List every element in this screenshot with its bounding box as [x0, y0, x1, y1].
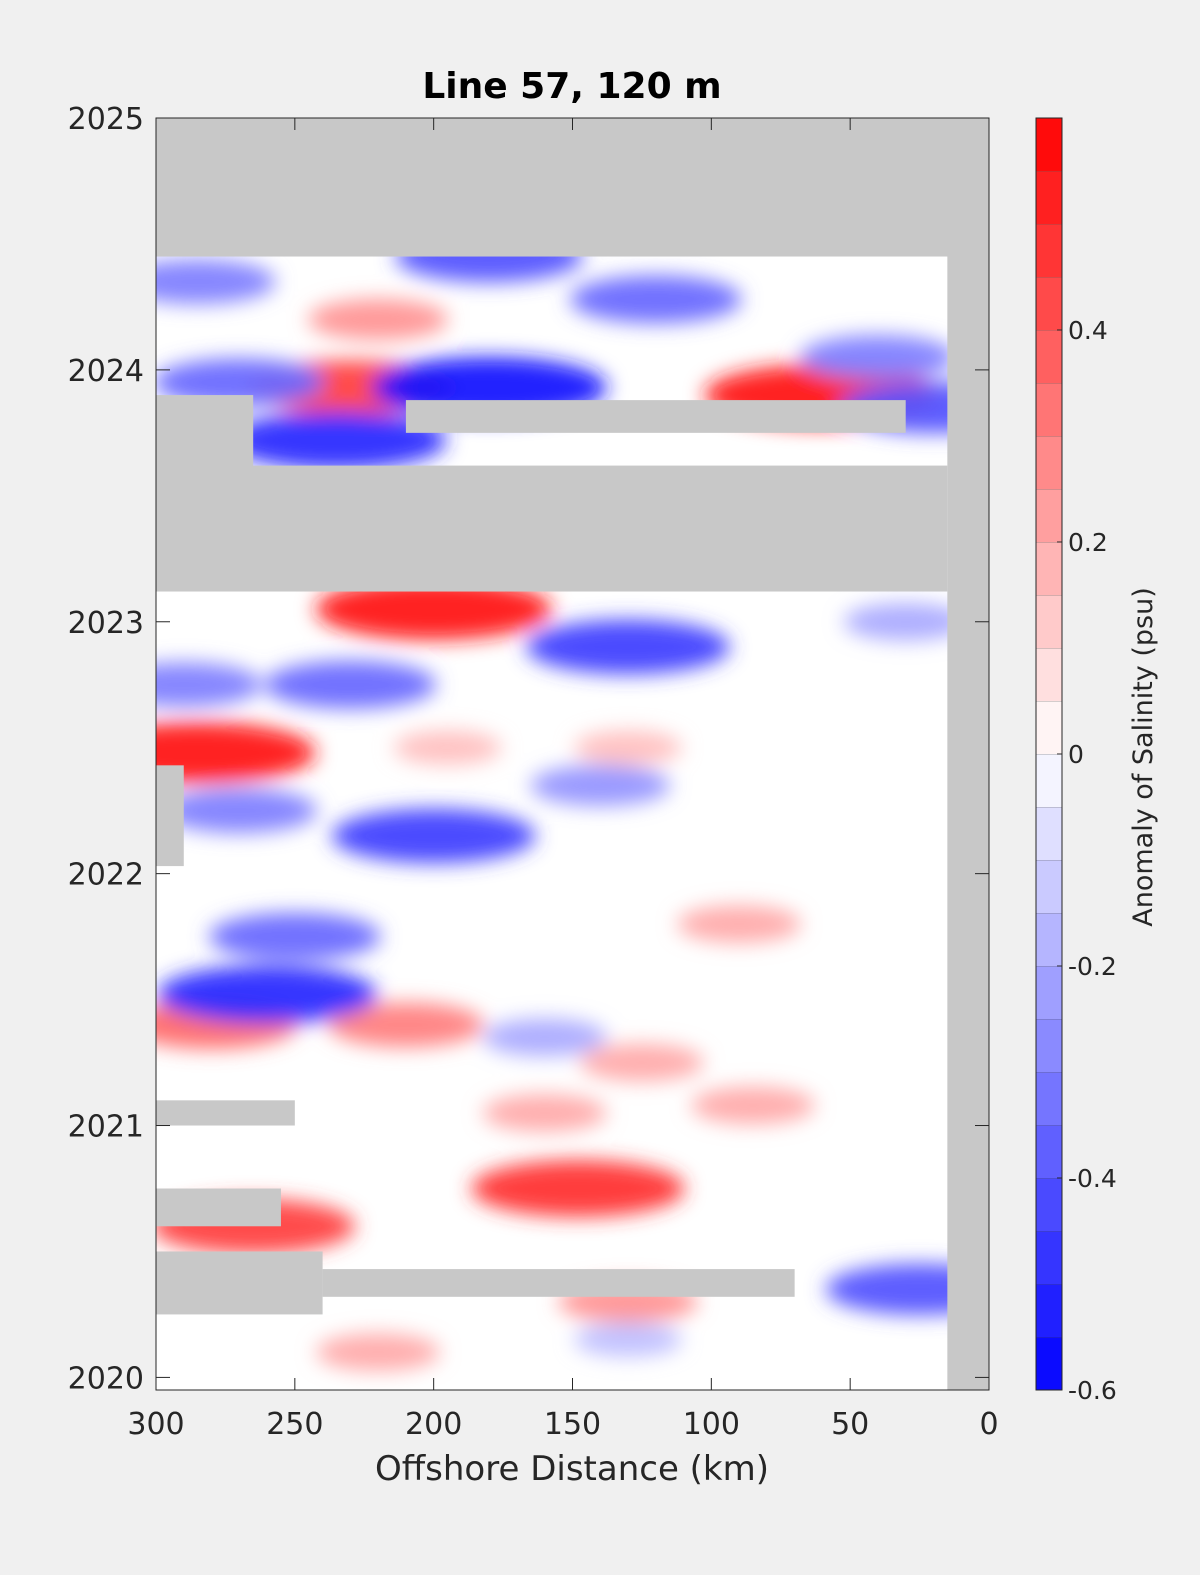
colorbar-swatch [1036, 595, 1062, 648]
anomaly-field [156, 118, 989, 1390]
x-tick-label: 50 [831, 1407, 869, 1442]
anomaly-feature [316, 1333, 441, 1372]
colorbar-tick-label: 0.2 [1068, 528, 1108, 557]
anomaly-feature [843, 602, 968, 641]
anomaly-feature [569, 275, 742, 324]
anomaly-feature [677, 905, 802, 943]
colorbar-tick-label: 0 [1068, 740, 1084, 769]
colorbar: -0.6 -0.4 -0.2 0 0.2 0.4 [1035, 117, 1117, 1405]
anomaly-feature [308, 299, 449, 341]
x-axis: 300 250 200 150 100 50 0 [127, 118, 999, 1442]
anomaly-feature [530, 764, 671, 806]
colorbar-swatch [1036, 118, 1062, 171]
colorbar-tick-label: -0.2 [1068, 952, 1117, 981]
missing-data-region [156, 1100, 295, 1126]
chart-title: Line 57, 120 m [422, 66, 721, 107]
colorbar-swatch [1036, 966, 1062, 1019]
anomaly-feature [161, 788, 318, 833]
colorbar-tick-label: -0.6 [1068, 1376, 1117, 1405]
missing-data-region [322, 1269, 795, 1297]
colorbar-tick-label: -0.4 [1068, 1164, 1117, 1193]
colorbar-tick-label: 0.4 [1068, 316, 1108, 345]
colorbar-swatch [1036, 1072, 1062, 1125]
anomaly-feature [579, 1043, 704, 1082]
colorbar-swatch [1036, 701, 1062, 754]
x-tick-label: 200 [405, 1407, 462, 1442]
x-tick-label: 150 [544, 1407, 601, 1442]
anomaly-feature [327, 1002, 484, 1047]
plot-area: 300 250 200 150 100 50 0 202020212022202320242… [68, 102, 999, 1442]
anomaly-feature [156, 722, 316, 784]
colorbar-swatch [1036, 1337, 1062, 1390]
y-tick-label: 2023 [68, 606, 144, 641]
anomaly-feature [574, 1322, 683, 1357]
anomaly-feature [482, 1094, 607, 1132]
missing-data-region [156, 395, 254, 471]
x-axis-label: Offshore Distance (km) [375, 1449, 769, 1489]
missing-data-region [156, 118, 989, 257]
anomaly-feature [226, 411, 447, 470]
anomaly-feature [799, 335, 956, 380]
colorbar-swatch [1036, 383, 1062, 436]
anomaly-feature [393, 730, 502, 765]
missing-data-mask [156, 118, 989, 1390]
x-tick-label: 100 [683, 1407, 740, 1442]
colorbar-swatch [1036, 330, 1062, 383]
y-tick-label: 2024 [68, 354, 144, 389]
anomaly-feature [526, 619, 731, 675]
colorbar-swatch [1036, 1019, 1062, 1072]
anomaly-feature [264, 660, 437, 709]
colorbar-label: Anomaly of Salinity (psu) [1128, 587, 1159, 926]
anomaly-feature [690, 1086, 815, 1125]
anomaly-feature [157, 965, 378, 1024]
x-tick-label: 250 [266, 1407, 323, 1442]
colorbar-swatch [1036, 1231, 1062, 1284]
colorbar-swatch [1036, 860, 1062, 913]
missing-data-region [405, 400, 906, 433]
colorbar-swatch [1036, 913, 1062, 966]
colorbar-swatch [1036, 754, 1062, 807]
missing-data-region [156, 465, 948, 592]
colorbar-swatch [1036, 224, 1062, 277]
colorbar-swatch [1036, 1178, 1062, 1231]
anomaly-feature [471, 1160, 685, 1217]
y-tick-label: 2022 [68, 858, 144, 893]
anomaly-feature [315, 578, 552, 640]
colorbar-swatch [1036, 807, 1062, 860]
colorbar-swatch [1036, 1125, 1062, 1178]
missing-data-region [947, 118, 989, 1390]
colorbar-swatch [1036, 648, 1062, 701]
y-axis: 2020 2021 2022 2023 2024 2025 [68, 102, 989, 1396]
anomaly-feature [156, 259, 276, 304]
anomaly-feature [482, 1018, 607, 1057]
missing-data-region [156, 1251, 323, 1315]
missing-data-region [156, 765, 184, 867]
missing-data-region [156, 1188, 281, 1227]
y-tick-label: 2025 [68, 102, 144, 137]
anomaly-contours [156, 230, 989, 1372]
y-tick-label: 2020 [68, 1361, 144, 1396]
y-tick-label: 2021 [68, 1110, 144, 1145]
anomaly-feature [156, 358, 326, 407]
colorbar-swatch [1036, 171, 1062, 224]
anomaly-feature [208, 912, 381, 961]
anomaly-feature [156, 662, 262, 707]
anomaly-feature [331, 808, 536, 864]
colorbar-swatch [1036, 436, 1062, 489]
colorbar-swatch [1036, 1284, 1062, 1337]
colorbar-swatch [1036, 489, 1062, 542]
x-tick-label: 300 [127, 1407, 184, 1442]
colorbar-swatch [1036, 277, 1062, 330]
anomaly-feature [574, 730, 683, 765]
colorbar-swatch [1036, 542, 1062, 595]
x-tick-label: 0 [979, 1407, 998, 1442]
